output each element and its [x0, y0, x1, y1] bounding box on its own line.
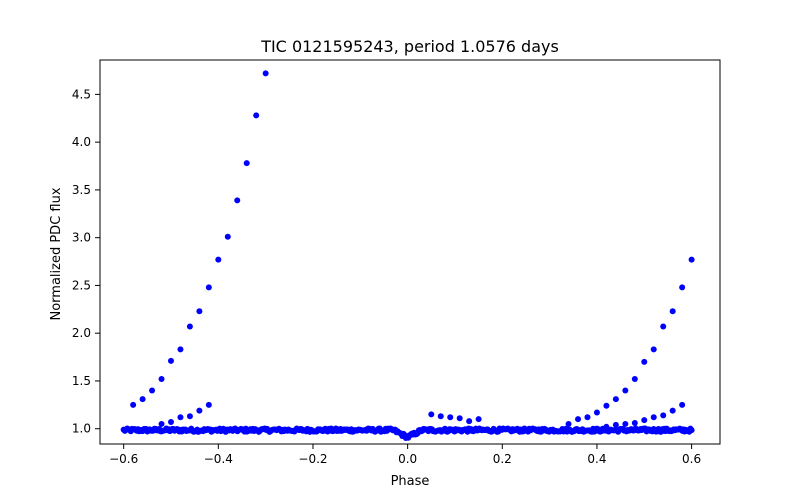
data-point-flare-left [205, 284, 212, 291]
data-point-flare-right-secondary [612, 421, 619, 428]
x-tick-label: −0.2 [298, 452, 327, 466]
x-axis-label: Phase [391, 474, 430, 489]
data-point-flare-right [660, 323, 667, 330]
data-point-flare-left-secondary [158, 420, 165, 427]
data-point-flare-left-secondary [196, 407, 203, 414]
data-point-bump-mid [456, 415, 463, 422]
data-point-flare-left-secondary [205, 401, 212, 408]
data-point-flare-right-secondary [669, 407, 676, 414]
plot-frame [99, 59, 721, 445]
y-axis-ticks: 1.0 1.5 2.0 2.5 3.0 3.5 4.0 4.5 [72, 87, 100, 436]
data-point-bump-mid [466, 418, 473, 425]
data-points [120, 70, 695, 442]
data-point-flare-right [631, 376, 638, 383]
data-point-flare-left [224, 233, 231, 240]
y-tick-label: 1.0 [72, 422, 91, 436]
data-point-flare-right-secondary [650, 414, 657, 421]
data-point-bump-mid [475, 416, 482, 423]
data-point-flare-right [593, 409, 600, 416]
x-axis-ticks: −0.6 −0.4 −0.2 0.0 0.2 0.4 0.6 [109, 444, 701, 466]
y-tick-label: 3.5 [72, 183, 91, 197]
data-point-flare-left [196, 308, 203, 315]
data-point-flare-right [575, 416, 582, 423]
y-tick-label: 2.5 [72, 278, 91, 292]
data-point-flare-left-secondary [186, 413, 193, 420]
data-point-flare-right-secondary [679, 401, 686, 408]
y-tick-label: 3.0 [72, 231, 91, 245]
x-tick-label: 0.6 [682, 452, 701, 466]
data-point-flare-left [167, 357, 174, 364]
data-point-flare-right [584, 414, 591, 421]
x-tick-label: 0.0 [398, 452, 417, 466]
y-tick-label: 1.5 [72, 374, 91, 388]
y-tick-label: 4.5 [72, 87, 91, 101]
chart-title: TIC 0121595243, period 1.0576 days [260, 37, 559, 56]
data-point-bump-mid [437, 413, 444, 420]
x-tick-label: 0.4 [587, 452, 606, 466]
data-point-baseline [688, 427, 695, 434]
data-point-flare-left [234, 197, 241, 204]
data-point-flare-right [669, 308, 676, 315]
data-point-flare-right-secondary [641, 417, 648, 424]
data-point-flare-right-secondary [622, 420, 629, 427]
data-point-flare-right [650, 346, 657, 353]
data-point-flare-right [641, 358, 648, 365]
data-point-flare-left [177, 346, 184, 353]
data-point-flare-right-secondary [631, 419, 638, 426]
x-tick-label: −0.4 [204, 452, 233, 466]
data-point-flare-left [262, 70, 269, 77]
data-point-flare-right [679, 284, 686, 291]
data-point-flare-left-secondary [177, 414, 184, 421]
data-point-flare-left [139, 396, 146, 403]
data-point-flare-left [253, 112, 260, 119]
data-point-flare-left-secondary [167, 419, 174, 426]
data-point-flare-right [612, 396, 619, 403]
data-point-flare-right [688, 256, 695, 263]
y-axis-label: Normalized PDC flux [49, 187, 64, 320]
y-tick-label: 2.0 [72, 326, 91, 340]
y-tick-label: 4.0 [72, 135, 91, 149]
data-point-flare-left [243, 160, 250, 167]
x-tick-label: 0.2 [493, 452, 512, 466]
data-point-flare-left [186, 323, 193, 330]
data-point-flare-right-secondary [660, 412, 667, 419]
data-point-flare-left [149, 387, 156, 394]
data-point-flare-right [622, 387, 629, 394]
x-tick-label: −0.6 [109, 452, 138, 466]
data-point-flare-right [565, 420, 572, 427]
data-point-bump-mid [447, 414, 454, 421]
data-point-flare-left [130, 401, 137, 408]
data-point-bump-mid [428, 411, 435, 418]
data-point-flare-left [158, 376, 165, 383]
data-point-flare-right [603, 402, 610, 409]
data-point-flare-left [215, 256, 222, 263]
